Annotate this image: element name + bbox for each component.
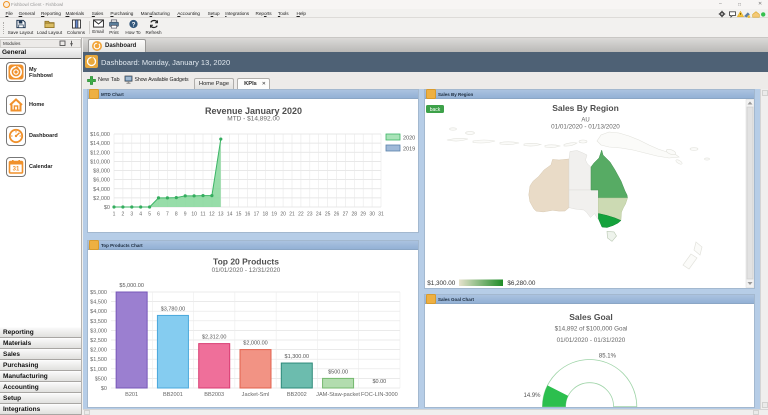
svg-text:29: 29 (360, 212, 366, 218)
svg-text:$3,000: $3,000 (90, 328, 107, 334)
svg-text:$14,000: $14,000 (90, 141, 110, 147)
svg-text:$4,500: $4,500 (90, 300, 107, 306)
svg-text:2020: 2020 (403, 136, 415, 142)
svg-text:17: 17 (254, 212, 260, 218)
svg-text:BB2001: BB2001 (163, 392, 183, 398)
svg-text:$500: $500 (95, 376, 107, 382)
svg-text:$0: $0 (104, 205, 110, 211)
svg-text:2019: 2019 (403, 147, 415, 153)
svg-text:12: 12 (209, 212, 215, 218)
svg-text:19: 19 (271, 212, 277, 218)
svg-text:FOC-LIN-3000: FOC-LIN-3000 (361, 392, 398, 398)
svg-text:25: 25 (325, 212, 331, 218)
svg-text:10: 10 (191, 212, 197, 218)
svg-text:Jacket-Sml: Jacket-Sml (242, 392, 270, 398)
svg-text:15: 15 (236, 212, 242, 218)
svg-text:$14,892 of $100,000 Goal: $14,892 of $100,000 Goal (555, 326, 628, 333)
svg-text:11: 11 (200, 212, 205, 218)
svg-text:28: 28 (352, 212, 358, 218)
svg-text:$1,300.00: $1,300.00 (427, 280, 456, 287)
svg-text:AU: AU (581, 118, 589, 124)
svg-text:5: 5 (148, 212, 151, 218)
svg-text:2: 2 (122, 212, 125, 218)
svg-text:$1,300.00: $1,300.00 (285, 354, 309, 360)
svg-text:8: 8 (175, 212, 178, 218)
svg-text:$500.00: $500.00 (328, 369, 348, 375)
svg-text:85.1%: 85.1% (599, 354, 617, 360)
svg-text:Sales By Region: Sales By Region (552, 103, 619, 113)
svg-text:23: 23 (307, 212, 313, 218)
svg-text:$0.00: $0.00 (372, 379, 386, 385)
svg-text:$4,000: $4,000 (93, 187, 110, 193)
svg-text:$2,500: $2,500 (90, 338, 107, 344)
svg-text:JAM-Staw-packet: JAM-Staw-packet (316, 392, 360, 398)
svg-text:$2,000.00: $2,000.00 (243, 341, 267, 347)
svg-text:$3,500: $3,500 (90, 319, 107, 325)
svg-text:MTD - $14,892.00: MTD - $14,892.00 (227, 116, 280, 123)
svg-text:4: 4 (139, 212, 142, 218)
svg-text:14: 14 (227, 212, 233, 218)
svg-text:?: ? (131, 21, 135, 28)
svg-text:6: 6 (157, 212, 160, 218)
svg-text:1: 1 (113, 212, 116, 218)
svg-text:$2,312.00: $2,312.00 (202, 335, 226, 341)
svg-text:31: 31 (13, 167, 20, 173)
svg-text:back: back (430, 107, 441, 113)
svg-text:$0: $0 (101, 386, 107, 392)
svg-text:01/01/2020 - 01/13/2020: 01/01/2020 - 01/13/2020 (551, 124, 620, 131)
svg-text:01/01/2020 - 01/31/2020: 01/01/2020 - 01/31/2020 (557, 337, 626, 344)
svg-text:01/01/2020 - 12/31/2020: 01/01/2020 - 12/31/2020 (212, 267, 281, 274)
svg-text:$1,000: $1,000 (90, 367, 107, 373)
svg-text:21: 21 (289, 212, 295, 218)
svg-text:$5,000: $5,000 (90, 290, 107, 296)
svg-text:9: 9 (184, 212, 187, 218)
svg-text:18: 18 (263, 212, 269, 218)
svg-text:$4,000: $4,000 (90, 309, 107, 315)
svg-text:$12,000: $12,000 (90, 150, 110, 156)
svg-text:BB2003: BB2003 (204, 392, 224, 398)
svg-text:$6,000: $6,000 (93, 178, 110, 184)
svg-text:$3,780.00: $3,780.00 (161, 306, 185, 312)
svg-text:13: 13 (218, 212, 224, 218)
svg-text:14.9%: 14.9% (523, 393, 541, 399)
svg-text:Top 20 Products: Top 20 Products (213, 257, 279, 267)
svg-text:$6,280.00: $6,280.00 (507, 280, 536, 287)
svg-text:3: 3 (130, 212, 133, 218)
svg-text:27: 27 (343, 212, 349, 218)
svg-text:B201: B201 (125, 392, 138, 398)
svg-text:BB2002: BB2002 (287, 392, 307, 398)
svg-text:16: 16 (245, 212, 251, 218)
svg-text:30: 30 (369, 212, 375, 218)
svg-text:$10,000: $10,000 (90, 159, 110, 165)
svg-text:$5,000.00: $5,000.00 (119, 283, 143, 289)
svg-text:$1,500: $1,500 (90, 357, 107, 363)
svg-text:$2,000: $2,000 (90, 348, 107, 354)
svg-text:Sales Goal: Sales Goal (569, 312, 612, 322)
svg-text:26: 26 (334, 212, 340, 218)
svg-text:20: 20 (280, 212, 286, 218)
svg-text:24: 24 (316, 212, 322, 218)
svg-text:Revenue January 2020: Revenue January 2020 (205, 106, 302, 116)
svg-text:$2,000: $2,000 (93, 196, 110, 202)
svg-text:22: 22 (298, 212, 304, 218)
svg-text:7: 7 (166, 212, 169, 218)
svg-text:$8,000: $8,000 (93, 169, 110, 175)
svg-text:31: 31 (378, 212, 384, 218)
svg-text:$16,000: $16,000 (90, 132, 110, 138)
